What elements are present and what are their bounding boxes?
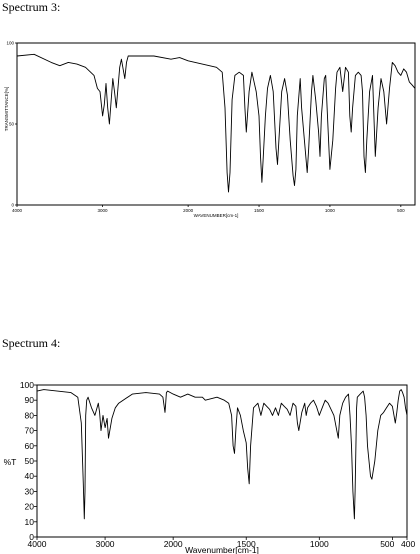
y-tick-label: 50	[9, 122, 15, 127]
x-tick-label: 4000	[28, 539, 47, 549]
x-tick-label: 1000	[310, 539, 329, 549]
y-tick-label: 50	[25, 456, 35, 466]
spectrum-3-y-axis-label: TRANSMITTANCE[%]	[4, 87, 9, 131]
y-tick-label: 40	[25, 471, 35, 481]
x-tick-label: 2000	[164, 539, 183, 549]
spectrum-4-series-line	[36, 389, 408, 520]
x-tick-label: 400	[401, 539, 415, 549]
x-tick-label: 1000	[325, 208, 336, 213]
y-tick-label: 70	[25, 426, 35, 436]
spectrum-4-label: Spectrum 4:	[2, 336, 61, 350]
y-tick-label: 10	[25, 517, 35, 527]
y-tick-label: 20	[25, 502, 35, 512]
x-tick-label: 3000	[98, 208, 109, 213]
x-tick-label: 3000	[96, 539, 115, 549]
y-tick-label: 30	[25, 486, 35, 496]
spectrum-4-x-axis-label: Wavenumber[cm-1]	[185, 545, 259, 554]
y-tick-label: 100	[6, 41, 14, 46]
x-tick-label: 500	[380, 539, 394, 549]
y-tick-label: 80	[25, 410, 35, 420]
y-tick-label: 100	[20, 380, 34, 390]
spectrum-3-series-line	[16, 53, 416, 193]
y-tick-label: 0	[29, 532, 34, 542]
x-tick-label: 1500	[237, 539, 256, 549]
x-tick-label: 1500	[254, 208, 265, 213]
spectrum-4-plot-frame	[36, 384, 408, 538]
x-tick-label: 4000	[12, 208, 23, 213]
spectrum-3-plot-frame	[16, 42, 416, 206]
x-tick-label: 500	[397, 208, 405, 213]
spectrum-3-x-axis-label: WAVENUMBER[cm-1]	[194, 213, 239, 218]
x-tick-label: 2000	[183, 208, 194, 213]
y-tick-label: 60	[25, 441, 35, 451]
y-tick-label: 90	[25, 395, 35, 405]
y-tick-label: 0	[11, 203, 14, 208]
spectrum-4-y-axis-label: %T	[4, 457, 17, 467]
spectrum-3-label: Spectrum 3:	[2, 0, 61, 14]
spectrum-4-ticks: 4000 3000 2000 1500 1000 500 40010090807060504…	[20, 380, 416, 549]
